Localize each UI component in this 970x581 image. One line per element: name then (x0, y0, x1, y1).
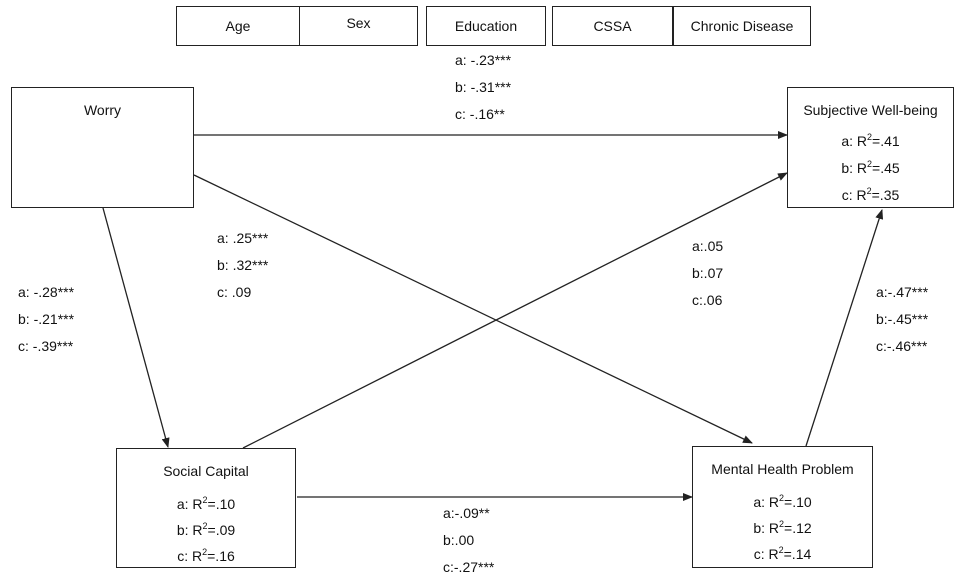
node-swb-r2-c: c: R2=.35 (841, 186, 900, 203)
coef-line: a:-.47*** (876, 284, 929, 300)
coef-worry-to-swb: a: -.23*** b: -.31*** c: -.16** (455, 47, 511, 128)
coef-line: b: .32*** (217, 257, 269, 273)
node-swb-title: Subjective Well-being (803, 102, 938, 118)
node-social-r2-c: c: R2=.16 (177, 547, 235, 564)
coef-line: b:.00 (443, 532, 475, 548)
node-social-title: Social Capital (163, 463, 249, 479)
control-box-age: Age (176, 6, 300, 46)
node-mental-r2-c: c: R2=.14 (753, 545, 812, 562)
node-social-r2-b: b: R2=.09 (176, 521, 236, 538)
control-box-education: Education (426, 6, 546, 46)
coef-line: a:-.09** (443, 505, 490, 521)
control-label-education: Education (454, 18, 518, 34)
node-mental-r2-b: b: R2=.12 (753, 519, 812, 536)
coef-line: a: -.28*** (18, 284, 75, 300)
node-social-capital: Social Capital a: R2=.10 b: R2=.09 c: R2… (116, 448, 296, 568)
coef-line: b:-.45*** (876, 311, 929, 327)
arrow-worry-to-mental (193, 174, 753, 444)
coef-worry-to-mental: a: .25*** b: .32*** c: .09 (217, 225, 268, 306)
coef-mental-to-swb: a:-.47*** b:-.45*** c:-.46*** (876, 279, 928, 360)
coef-line: c:.06 (692, 292, 723, 308)
coef-line: a:.05 (692, 238, 724, 254)
node-mental-r2-a: a: R2=.10 (753, 493, 812, 510)
coef-line: c:-.46*** (876, 338, 928, 354)
node-mental-title: Mental Health Problem (711, 461, 854, 477)
coef-line: b: -.21*** (18, 311, 75, 327)
arrow-social-to-swb (242, 172, 788, 449)
coef-line: c:-.27*** (443, 559, 495, 575)
arrow-mental-to-swb (805, 209, 884, 447)
control-box-sex: Sex (299, 6, 418, 46)
arrow-worry-to-social (102, 207, 170, 448)
coef-social-to-mental: a:-.09** b:.00 c:-.27*** (443, 500, 494, 581)
coef-line: b:.07 (692, 265, 724, 281)
node-swb-r2-a: a: R2=.41 (841, 132, 900, 149)
coef-line: a: .25*** (217, 230, 269, 246)
coef-line: c: -.16** (455, 106, 505, 122)
control-label-age: Age (225, 18, 251, 34)
control-label-sex: Sex (346, 15, 371, 31)
coef-worry-to-social: a: -.28*** b: -.21*** c: -.39*** (18, 279, 74, 360)
coef-line: c: -.39*** (18, 338, 74, 354)
node-worry-title: Worry (83, 102, 122, 118)
node-swb-r2-b: b: R2=.45 (841, 159, 900, 176)
coef-line: b: -.31*** (455, 79, 512, 95)
coef-social-to-swb: a:.05 b:.07 c:.06 (692, 233, 723, 314)
control-label-chronic-disease: Chronic Disease (690, 18, 794, 34)
control-box-cssa: CSSA (552, 6, 673, 46)
coef-line: a: -.23*** (455, 52, 512, 68)
node-mental-health-problem: Mental Health Problem a: R2=.10 b: R2=.1… (692, 446, 873, 568)
control-label-cssa: CSSA (593, 18, 632, 34)
coef-line: c: .09 (217, 284, 252, 300)
node-worry: Worry (11, 87, 194, 208)
control-box-chronic-disease: Chronic Disease (673, 6, 811, 46)
node-social-r2-a: a: R2=.10 (176, 495, 236, 512)
node-subjective-well-being: Subjective Well-being a: R2=.41 b: R2=.4… (787, 87, 954, 208)
